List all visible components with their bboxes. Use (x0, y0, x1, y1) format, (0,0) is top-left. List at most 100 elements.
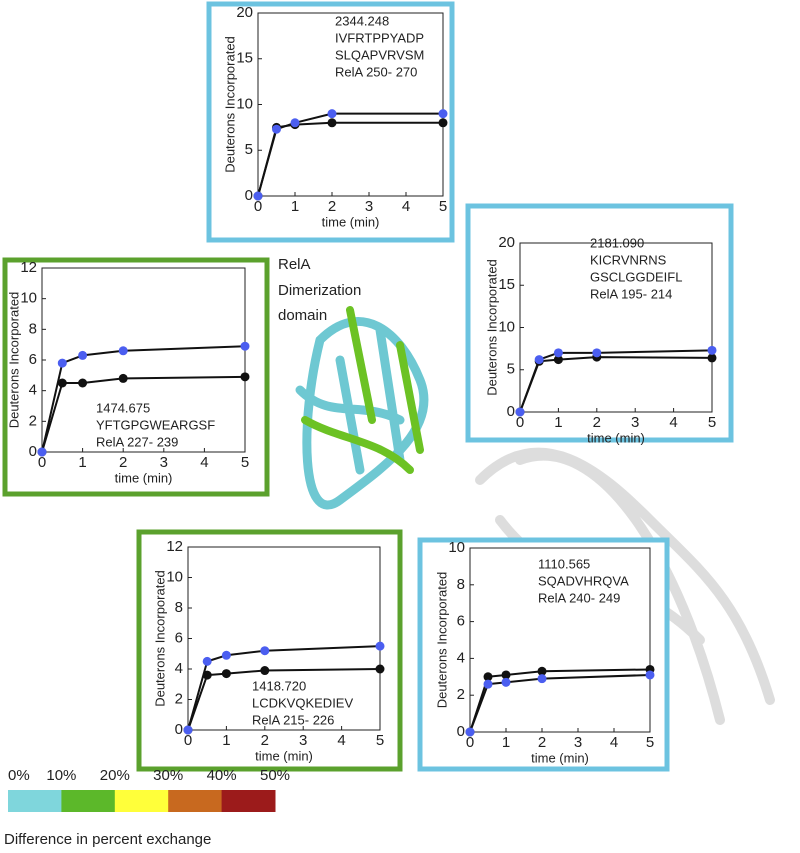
x-tick-label: 2 (538, 734, 546, 751)
x-tick-label: 1 (554, 414, 562, 431)
annotation: RelA 215- 226 (252, 712, 334, 727)
x-tick-label: 3 (299, 732, 307, 749)
chart: 0 5 10 15 20 0 1 2 3 4 5 time (min) Deuterons Incorp… (465, 203, 734, 445)
x-tick-label: 5 (708, 414, 716, 431)
annotation: KICRVNRNS (590, 252, 667, 267)
data-point (240, 341, 250, 351)
data-point (221, 669, 231, 679)
x-tick-label: 1 (291, 198, 299, 215)
data-point (375, 641, 385, 651)
y-tick-label: 4 (175, 660, 183, 677)
annotation: 1474.675 (96, 400, 150, 415)
y-tick-label: 2 (175, 690, 183, 707)
data-point (534, 355, 544, 365)
y-tick-label: 0 (457, 723, 465, 740)
x-tick-label: 1 (78, 454, 86, 471)
y-tick-label: 12 (166, 538, 183, 555)
data-point (501, 670, 511, 680)
x-axis-label: time (min) (255, 748, 313, 763)
y-tick-label: 0 (507, 403, 515, 420)
color-scale: 0% 10% 20% 30% 40% 50% (8, 767, 290, 812)
data-point (515, 407, 525, 417)
data-point (645, 670, 655, 680)
y-tick-label: 4 (457, 649, 465, 666)
y-tick-label: 15 (236, 50, 253, 67)
y-tick-label: 6 (457, 613, 465, 630)
annotation: SQADVHRQVA (538, 573, 629, 588)
annotation: 2344.248 (335, 13, 389, 28)
ribbon-cyan (295, 317, 429, 510)
y-tick-label: 10 (236, 95, 253, 112)
x-tick-label: 0 (184, 732, 192, 749)
annotation: RelA 195- 214 (590, 286, 672, 301)
scale-swatch (221, 790, 276, 812)
y-tick-label: 20 (236, 4, 253, 21)
x-tick-label: 2 (119, 454, 127, 471)
data-point (707, 345, 717, 355)
y-tick-label: 0 (29, 443, 37, 460)
y-tick-label: 20 (498, 234, 515, 251)
y-tick-label: 2 (457, 686, 465, 703)
structure-label: RelA (278, 256, 311, 273)
x-tick-label: 5 (439, 198, 447, 215)
data-point (202, 656, 212, 666)
data-point (272, 124, 281, 134)
annotation: YFTGPGWEARGSF (96, 417, 215, 432)
annotation: 1418.720 (252, 678, 306, 693)
y-tick-label: 10 (498, 318, 515, 335)
structure-label: Dimerization (278, 282, 361, 299)
scale-swatch (61, 790, 116, 812)
scale-label: 0% (8, 767, 30, 784)
data-point (553, 355, 563, 365)
x-tick-label: 4 (337, 732, 345, 749)
x-tick-label: 5 (646, 734, 654, 751)
x-axis-label: time (min) (322, 214, 380, 229)
annotation: RelA 240- 249 (538, 590, 620, 605)
data-point (375, 664, 385, 674)
annotation: GSCLGGDEIFL (590, 269, 682, 284)
data-point (37, 447, 47, 457)
x-tick-label: 1 (222, 732, 230, 749)
x-tick-label: 0 (516, 414, 524, 431)
data-point (57, 358, 67, 368)
data-point (260, 666, 270, 676)
y-axis-label: Deuterons Incorporated (222, 36, 237, 173)
x-axis-label: time (min) (531, 750, 589, 765)
plot-area (469, 547, 651, 733)
y-tick-label: 10 (166, 568, 183, 585)
x-tick-label: 2 (261, 732, 269, 749)
y-tick-label: 6 (29, 351, 37, 368)
annotation: 2181.090 (590, 235, 644, 250)
x-tick-label: 1 (502, 734, 510, 751)
y-tick-label: 10 (448, 539, 465, 556)
x-tick-label: 2 (328, 198, 336, 215)
chart-frame (465, 203, 734, 443)
x-tick-label: 0 (466, 734, 474, 751)
data-point (327, 118, 337, 128)
annotation: RelA 227- 239 (96, 434, 178, 449)
data-point (537, 666, 547, 676)
y-tick-label: 0 (175, 721, 183, 738)
y-tick-label: 8 (29, 320, 37, 337)
scale-label: 50% (260, 767, 290, 784)
data-point (118, 346, 128, 356)
data-point (118, 373, 128, 383)
x-tick-label: 2 (593, 414, 601, 431)
data-point (438, 118, 448, 128)
y-tick-label: 5 (245, 141, 253, 158)
data-point (253, 191, 263, 201)
data-point (221, 650, 231, 660)
y-tick-label: 8 (457, 576, 465, 593)
y-tick-label: 4 (29, 382, 37, 399)
data-point (553, 348, 563, 358)
data-point (183, 725, 193, 735)
scale-swatch (114, 790, 169, 812)
y-tick-label: 2 (29, 412, 37, 429)
scale-swatch (168, 790, 223, 812)
data-point (501, 677, 511, 687)
y-tick-label: 6 (175, 629, 183, 646)
data-point (57, 378, 67, 388)
x-tick-label: 3 (160, 454, 168, 471)
